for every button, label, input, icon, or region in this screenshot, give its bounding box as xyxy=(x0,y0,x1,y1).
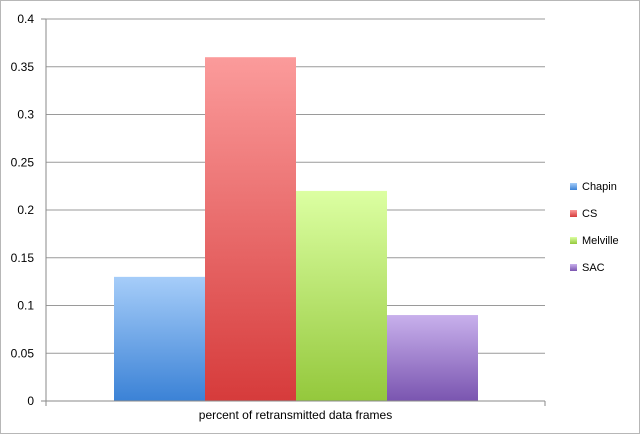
legend-swatch xyxy=(570,237,577,244)
legend-swatch xyxy=(570,264,577,271)
y-tick-label: 0.1 xyxy=(17,299,34,313)
y-tick-label: 0.35 xyxy=(11,60,35,74)
y-tick-labels: 0 0.05 0.1 0.15 0.2 0.25 0.3 0.35 0.4 xyxy=(11,12,35,408)
y-tick-label: 0 xyxy=(27,394,34,408)
legend-swatch xyxy=(570,183,577,190)
y-tick-label: 0.2 xyxy=(17,203,34,217)
legend-swatch xyxy=(570,210,577,217)
y-tick-label: 0.05 xyxy=(11,346,35,360)
bar-sac xyxy=(387,315,478,401)
legend: Chapin CS Melville SAC xyxy=(570,173,636,281)
legend-item-sac: SAC xyxy=(570,254,636,281)
category-labels: percent of retransmitted data frames xyxy=(199,408,392,422)
bars xyxy=(114,57,478,401)
legend-label: CS xyxy=(582,207,598,220)
bar-chapin xyxy=(114,276,205,401)
legend-item-cs: CS xyxy=(570,200,636,227)
y-tick-label: 0.3 xyxy=(17,108,34,122)
legend-item-melville: Melville xyxy=(570,227,636,254)
legend-label: SAC xyxy=(582,261,605,274)
bar-cs xyxy=(205,57,296,401)
y-tick-label: 0.25 xyxy=(11,155,35,169)
y-tick-label: 0.4 xyxy=(17,12,34,26)
axes xyxy=(41,18,546,406)
category-label: percent of retransmitted data frames xyxy=(199,408,392,422)
y-tick-label: 0.15 xyxy=(11,251,35,265)
legend-label: Melville xyxy=(582,234,619,247)
legend-item-chapin: Chapin xyxy=(570,173,636,200)
legend-label: Chapin xyxy=(582,180,617,193)
bar-melville xyxy=(296,190,387,401)
